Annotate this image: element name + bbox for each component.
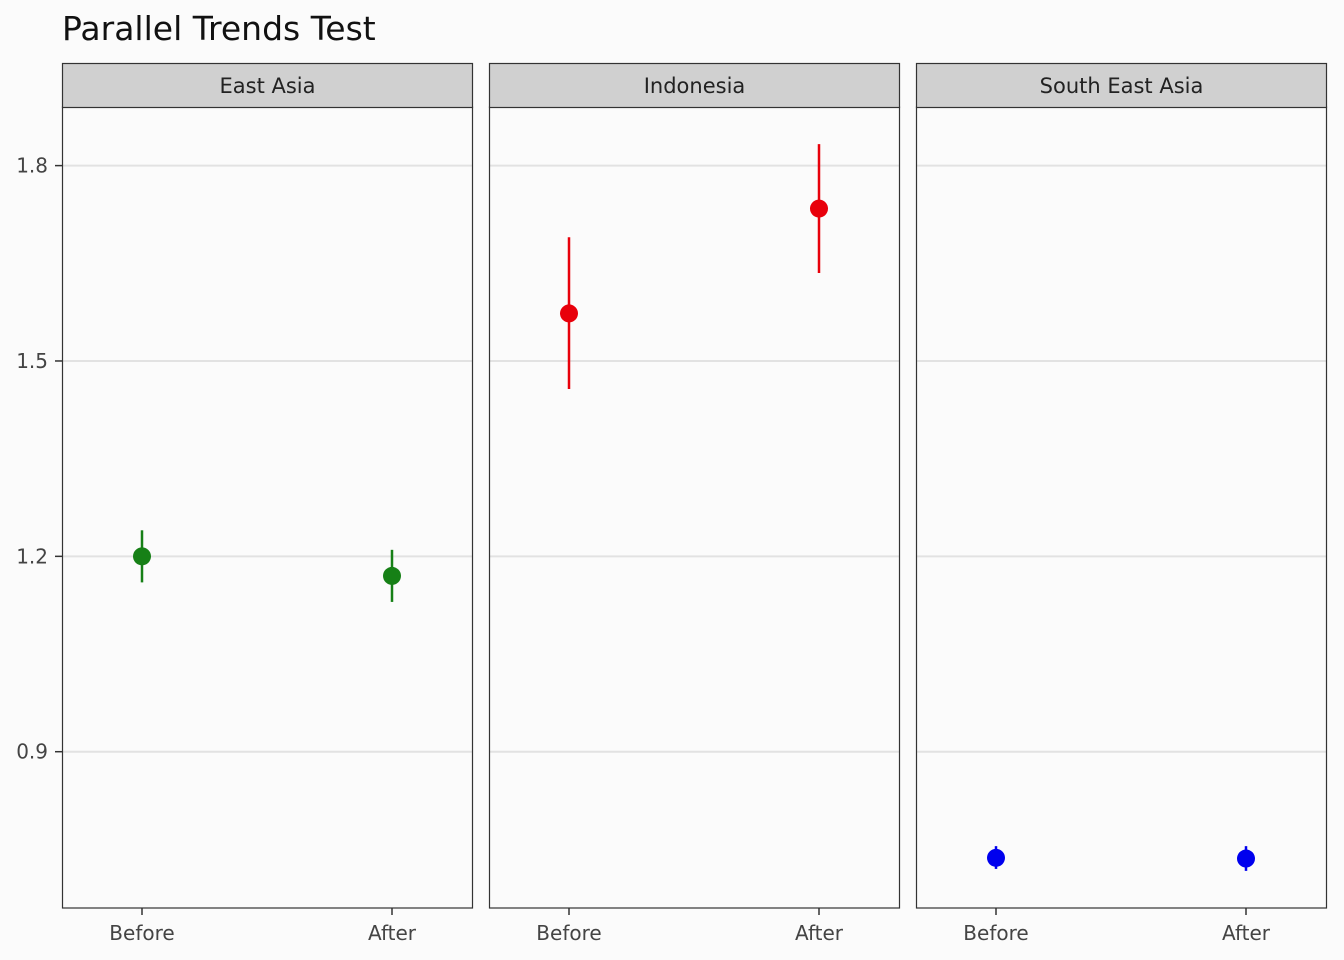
facet-strip — [61, 62, 474, 109]
facet-strip-label: East Asia — [220, 74, 316, 98]
data-point — [383, 566, 401, 585]
facet-panel: Indonesia Before After — [488, 62, 901, 945]
x-tick-label: After — [368, 921, 417, 945]
facet-panel: East Asia Before After — [61, 62, 474, 945]
facet-strip — [488, 62, 901, 109]
panel-background — [62, 107, 473, 908]
y-tick-label: 0.9 — [16, 740, 48, 764]
y-tick-label: 1.8 — [16, 154, 48, 178]
panel-background — [916, 107, 1327, 908]
y-tick-label: 1.2 — [16, 544, 48, 568]
facet-panel: South East Asia Before After — [915, 62, 1328, 945]
y-tick-label: 1.5 — [16, 349, 48, 373]
facet-strip-label: Indonesia — [644, 74, 746, 98]
panel-background — [489, 107, 900, 908]
x-tick-label: Before — [109, 921, 174, 945]
data-point — [133, 547, 151, 566]
facet-panels: East Asia Before After Indonesia Before After… — [61, 62, 1328, 945]
facet-strip — [915, 62, 1328, 109]
data-point — [987, 848, 1005, 867]
x-tick-label: Before — [963, 921, 1028, 945]
x-tick-label: After — [795, 921, 844, 945]
x-tick-label: Before — [536, 921, 601, 945]
facet-strip-label: South East Asia — [1040, 74, 1204, 98]
chart-title: Parallel Trends Test — [62, 9, 376, 48]
x-tick-label: After — [1222, 921, 1271, 945]
data-point — [1237, 849, 1255, 868]
data-point — [810, 199, 828, 218]
y-axis: 0.9 1.2 1.5 1.8 — [16, 154, 62, 764]
data-point — [560, 304, 578, 323]
